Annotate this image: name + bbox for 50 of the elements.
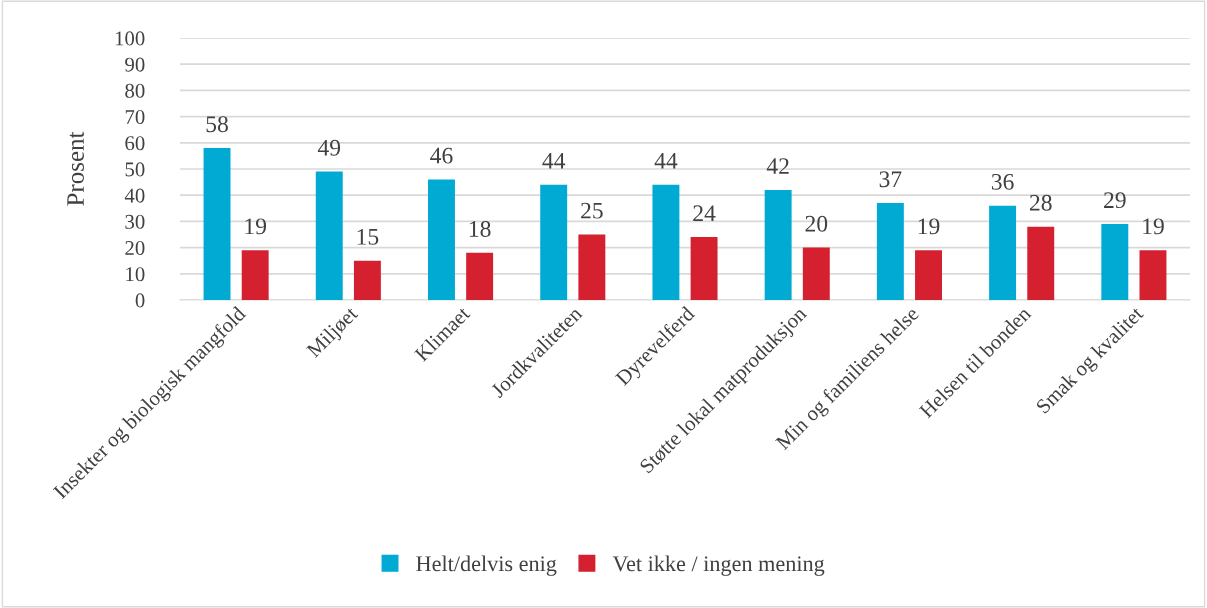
bar — [764, 189, 792, 300]
y-tick-label: 80 — [125, 83, 145, 98]
legend-label: Helt/delvis enig — [416, 555, 557, 576]
bar — [1027, 226, 1055, 300]
y-tick-label: 50 — [125, 162, 145, 177]
bar — [876, 203, 904, 300]
bar — [989, 205, 1017, 300]
bar — [241, 250, 269, 300]
bar — [1101, 224, 1129, 300]
bar — [578, 234, 606, 300]
y-tick-label: 90 — [125, 57, 145, 72]
bar — [315, 171, 343, 300]
data-label: 19 — [918, 218, 940, 235]
y-tick-label: 60 — [125, 136, 145, 151]
data-label: 18 — [469, 221, 491, 237]
data-label: 36 — [991, 173, 1014, 190]
y-axis-title: Prosent — [67, 131, 84, 206]
y-tick-label: 10 — [126, 267, 145, 282]
data-label: 15 — [357, 228, 379, 245]
data-label: 58 — [206, 116, 228, 133]
data-label: 44 — [542, 153, 566, 169]
data-label: 42 — [766, 158, 789, 174]
bar — [690, 237, 718, 300]
y-tick-label: 30 — [125, 214, 145, 229]
data-label: 49 — [317, 139, 341, 156]
legend-label: Vet ikke / ingen mening — [612, 555, 825, 576]
y-tick-label: 40 — [124, 188, 145, 203]
data-label: 20 — [805, 215, 828, 232]
bar — [1139, 250, 1167, 300]
bar — [915, 250, 942, 300]
y-tick-label: 70 — [125, 109, 145, 125]
data-label: 19 — [1143, 218, 1164, 235]
bar — [353, 260, 381, 300]
data-label: 25 — [581, 202, 603, 219]
y-tick-label: 0 — [135, 293, 145, 308]
bar — [652, 184, 680, 300]
bar — [540, 184, 568, 300]
data-label: 19 — [245, 218, 267, 235]
data-label: 37 — [879, 171, 902, 188]
y-tick-label: 20 — [125, 240, 145, 256]
bar — [802, 247, 830, 300]
data-label: 46 — [430, 147, 453, 164]
data-label: 28 — [1029, 194, 1052, 211]
y-tick-label: 100 — [115, 31, 145, 46]
data-label: 44 — [654, 153, 678, 169]
bar — [466, 252, 494, 300]
data-label: 29 — [1104, 192, 1126, 209]
bar — [428, 179, 455, 300]
bar — [203, 148, 231, 300]
data-label: 24 — [693, 205, 716, 221]
